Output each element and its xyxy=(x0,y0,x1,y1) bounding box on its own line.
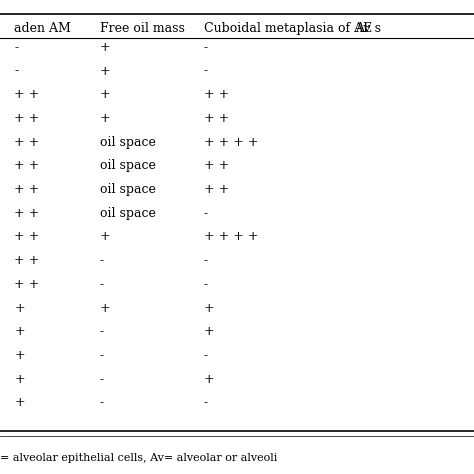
Text: -: - xyxy=(100,396,104,410)
Text: + +: + + xyxy=(204,183,229,196)
Text: +: + xyxy=(204,373,214,386)
Text: + +: + + xyxy=(204,159,229,173)
Text: + +: + + xyxy=(14,159,39,173)
Text: + +: + + xyxy=(204,112,229,125)
Text: + +: + + xyxy=(14,278,39,291)
Text: + +: + + xyxy=(14,183,39,196)
Text: -: - xyxy=(204,349,208,362)
Text: oil space: oil space xyxy=(100,207,155,220)
Text: -: - xyxy=(100,278,104,291)
Text: +: + xyxy=(14,349,25,362)
Text: Av s: Av s xyxy=(356,22,382,35)
Text: + + + +: + + + + xyxy=(204,136,258,149)
Text: -: - xyxy=(14,64,18,78)
Text: -: - xyxy=(14,41,18,54)
Text: +: + xyxy=(100,88,110,101)
Text: +: + xyxy=(14,325,25,338)
Text: +: + xyxy=(100,301,110,315)
Text: -: - xyxy=(204,254,208,267)
Text: + +: + + xyxy=(14,254,39,267)
Text: +: + xyxy=(100,64,110,78)
Text: aden AM: aden AM xyxy=(14,22,71,35)
Text: Free oil mass: Free oil mass xyxy=(100,22,184,35)
Text: +: + xyxy=(100,41,110,54)
Text: -: - xyxy=(100,373,104,386)
Text: -: - xyxy=(204,207,208,220)
Text: -: - xyxy=(100,254,104,267)
Text: + +: + + xyxy=(14,230,39,244)
Text: + +: + + xyxy=(14,207,39,220)
Text: -: - xyxy=(100,325,104,338)
Text: -: - xyxy=(204,396,208,410)
Text: + +: + + xyxy=(14,136,39,149)
Text: +: + xyxy=(14,301,25,315)
Text: +: + xyxy=(100,230,110,244)
Text: -: - xyxy=(204,41,208,54)
Text: oil space: oil space xyxy=(100,183,155,196)
Text: oil space: oil space xyxy=(100,159,155,173)
Text: + + + +: + + + + xyxy=(204,230,258,244)
Text: + +: + + xyxy=(14,88,39,101)
Text: +: + xyxy=(14,396,25,410)
Text: oil space: oil space xyxy=(100,136,155,149)
Text: = alveolar epithelial cells, Av= alveolar or alveoli: = alveolar epithelial cells, Av= alveola… xyxy=(0,453,277,463)
Text: +: + xyxy=(100,112,110,125)
Text: Cuboidal metaplasia of AE: Cuboidal metaplasia of AE xyxy=(204,22,372,35)
Text: -: - xyxy=(204,278,208,291)
Text: + +: + + xyxy=(14,112,39,125)
Text: +: + xyxy=(204,325,214,338)
Text: +: + xyxy=(204,301,214,315)
Text: -: - xyxy=(100,349,104,362)
Text: + +: + + xyxy=(204,88,229,101)
Text: +: + xyxy=(14,373,25,386)
Text: -: - xyxy=(204,64,208,78)
